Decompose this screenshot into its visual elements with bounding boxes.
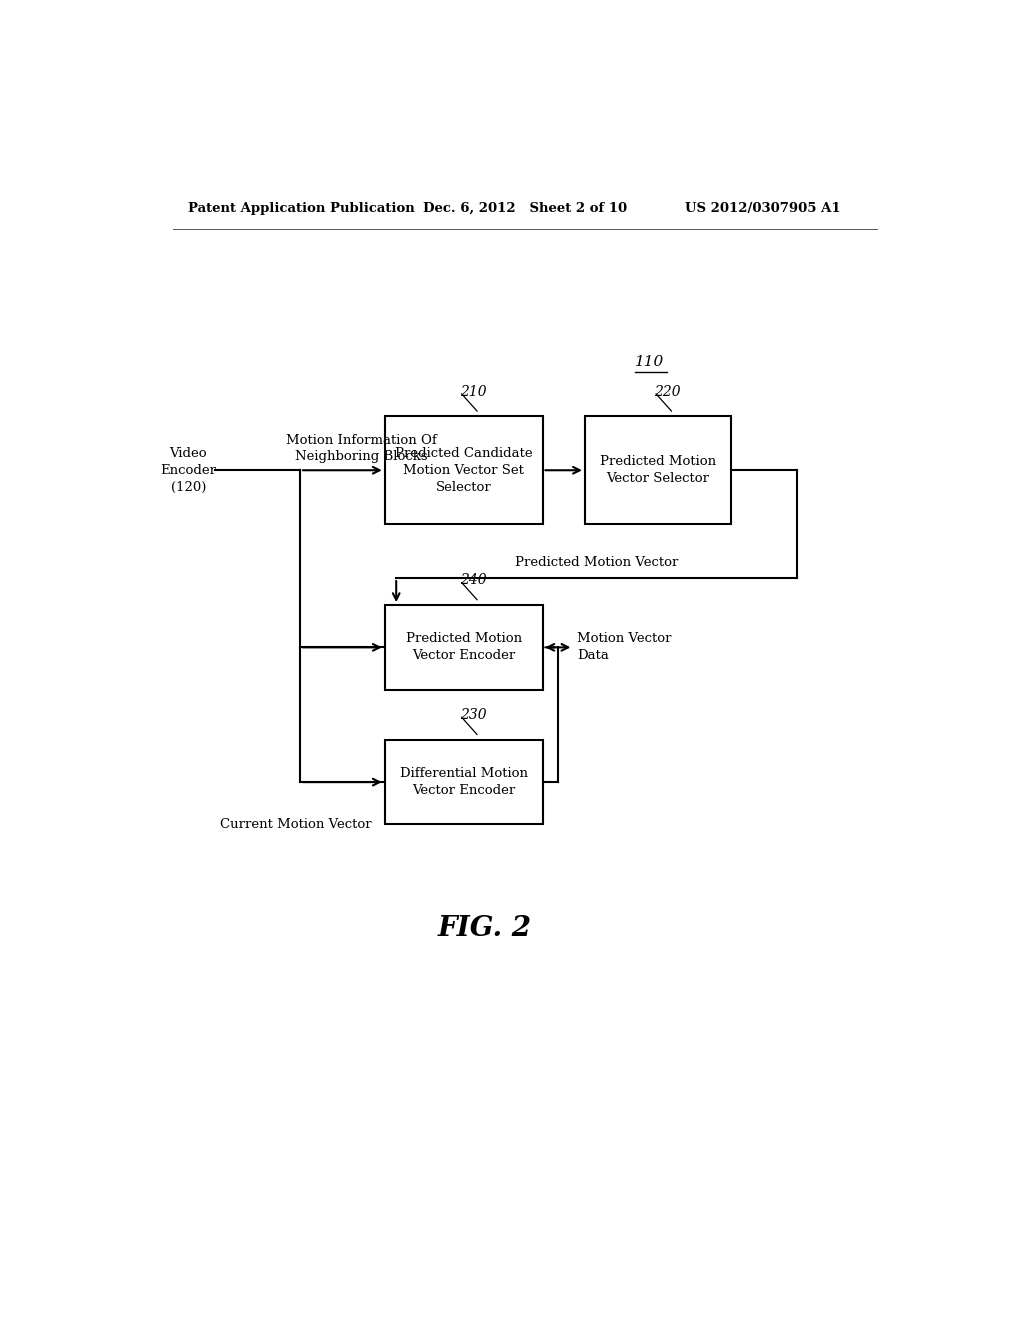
Bar	[585, 416, 731, 524]
Bar	[385, 605, 543, 689]
Text: 220: 220	[654, 384, 681, 399]
Text: Patent Application Publication: Patent Application Publication	[188, 202, 415, 215]
Text: Predicted Motion Vector: Predicted Motion Vector	[515, 556, 678, 569]
Text: Predicted Candidate
Motion Vector Set
Selector: Predicted Candidate Motion Vector Set Se…	[395, 446, 532, 494]
Text: 230: 230	[460, 708, 486, 722]
Text: 210: 210	[460, 384, 486, 399]
Text: 110: 110	[635, 355, 665, 370]
Text: US 2012/0307905 A1: US 2012/0307905 A1	[685, 202, 841, 215]
Text: 240: 240	[460, 573, 486, 587]
Bar	[385, 739, 543, 825]
Text: Motion Information Of
Neighboring Blocks: Motion Information Of Neighboring Blocks	[286, 433, 437, 462]
Text: Predicted Motion
Vector Encoder: Predicted Motion Vector Encoder	[406, 632, 521, 663]
Text: Current Motion Vector: Current Motion Vector	[220, 818, 372, 832]
Text: Differential Motion
Vector Encoder: Differential Motion Vector Encoder	[399, 767, 527, 797]
Text: Motion Vector
Data: Motion Vector Data	[578, 632, 672, 663]
Text: Dec. 6, 2012   Sheet 2 of 10: Dec. 6, 2012 Sheet 2 of 10	[423, 202, 628, 215]
Bar	[385, 416, 543, 524]
Text: Video
Encoder
(120): Video Encoder (120)	[161, 446, 216, 494]
Text: FIG. 2: FIG. 2	[438, 915, 531, 942]
Text: Predicted Motion
Vector Selector: Predicted Motion Vector Selector	[600, 455, 716, 486]
